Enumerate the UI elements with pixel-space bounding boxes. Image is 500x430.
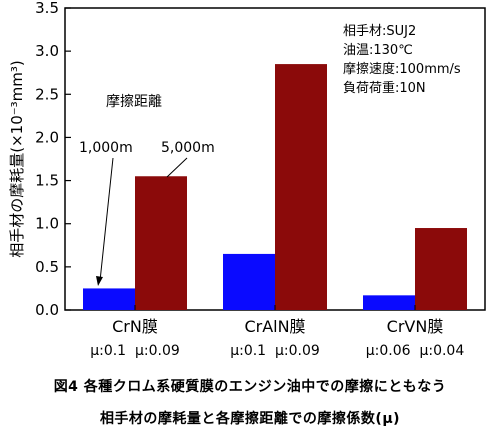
bar-1000m <box>363 295 415 310</box>
y-tick-label: 0.5 <box>35 258 59 276</box>
y-tick-label: 2.0 <box>35 128 59 146</box>
x-category-label: CrN膜 <box>112 317 158 336</box>
y-axis-label: 相手材の摩耗量(×10⁻³mm³) <box>8 60 26 258</box>
bar-1000m <box>83 288 135 310</box>
arrow-line-1000m <box>99 157 114 282</box>
legend-annotation: 摩擦距離 1,000m 5,000m <box>79 93 215 286</box>
x-category-label: CrVN膜 <box>387 317 444 336</box>
pointer-line-5000m <box>166 157 188 178</box>
condition-speed: 摩擦速度:100mm/s <box>343 61 461 77</box>
y-tick-label: 3.5 <box>35 0 59 17</box>
y-tick-label: 1.0 <box>35 215 59 233</box>
friction-coefficient-label: μ:0.1 μ:0.09 <box>90 343 180 359</box>
arrow-head-1000m <box>96 276 103 286</box>
y-tick-label: 2.5 <box>35 85 59 103</box>
y-tick-label: 1.5 <box>35 172 59 190</box>
legend-title: 摩擦距離 <box>106 93 162 110</box>
figure-caption-line1: 図4 各種クロム系硬質膜のエンジン油中での摩擦にともなう <box>53 379 447 395</box>
y-tick-label: 0.0 <box>35 301 59 319</box>
y-tick-label: 3.0 <box>35 42 59 60</box>
condition-load: 負荷荷重:10N <box>343 80 426 96</box>
legend-series-1000m: 1,000m <box>79 140 133 156</box>
x-category-label: CrAlN膜 <box>244 317 305 336</box>
friction-coefficient-label: μ:0.06 μ:0.04 <box>366 343 465 359</box>
bar-5000m <box>415 228 467 310</box>
bar-1000m <box>223 253 275 310</box>
condition-oil-temp: 油温:130℃ <box>343 43 413 58</box>
conditions: 相手材:SUJ2 油温:130℃ 摩擦速度:100mm/s 負荷荷重:10N <box>343 24 461 96</box>
condition-counterpart: 相手材:SUJ2 <box>343 24 416 39</box>
bar-5000m <box>135 176 187 310</box>
friction-coefficient-label: μ:0.1 μ:0.09 <box>230 343 320 359</box>
legend-series-5000m: 5,000m <box>161 140 215 156</box>
figure-caption-line2: 相手材の摩耗量と各摩擦距離での摩擦係数(μ) <box>99 411 401 427</box>
bar-5000m <box>275 64 327 310</box>
